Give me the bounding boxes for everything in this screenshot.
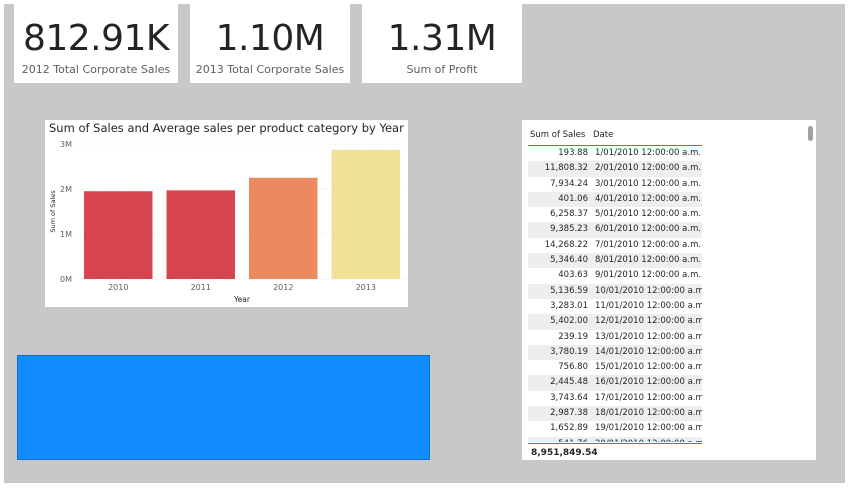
y-tick-label: 3M: [60, 140, 72, 149]
sales-by-year-chart[interactable]: 0M 1M 2M 3M 2010 2011 2012 2013 Year Sum of Sales…: [45, 120, 408, 307]
cell-sum-of-sales: 3,283.01: [550, 300, 588, 311]
x-axis-title: Year: [233, 295, 251, 304]
cell-date: 1/01/2010 12:00:00 a.m.: [595, 148, 702, 158]
card-sum-of-profit[interactable]: 1.31M Sum of Profit: [362, 4, 522, 83]
table-row[interactable]: 193.88 1/01/2010 12:00:00 a.m.: [528, 146, 702, 161]
chart-svg: 0M 1M 2M 3M 2010 2011 2012 2013 Year Sum of Sales: [49, 140, 407, 304]
table-row[interactable]: 11,808.32 2/01/2010 12:00:00 a.m.: [528, 161, 702, 177]
cell-sum-of-sales: 5,402.00: [550, 316, 588, 327]
cell-sum-of-sales: 14,268.22: [544, 239, 588, 250]
table-header: Sum of Sales Date: [528, 126, 702, 146]
card-value: 812.91K: [22, 18, 170, 59]
cell-sum-of-sales: 403.63: [558, 270, 588, 281]
cell-date: 5/01/2010 12:00:00 a.m.: [595, 209, 702, 220]
blue-rectangle-shape[interactable]: [17, 355, 430, 460]
card-label: Sum of Profit: [406, 63, 478, 76]
x-tick-label: 2012: [273, 283, 293, 292]
table-row[interactable]: 239.19 13/01/2010 12:00:00 a.m.: [528, 330, 702, 345]
cell-date: 16/01/2010 12:00:00 a.m.: [595, 377, 702, 388]
table-row[interactable]: 3,283.01 11/01/2010 12:00:00 a.m.: [528, 299, 702, 314]
x-tick-label: 2011: [191, 283, 211, 292]
cell-sum-of-sales: 239.19: [558, 331, 588, 342]
cell-date: 14/01/2010 12:00:00 a.m.: [595, 346, 702, 357]
y-tick-label: 0M: [60, 275, 72, 284]
cell-date: 12/01/2010 12:00:00 a.m.: [595, 316, 702, 327]
report-canvas: 812.91K 2012 Total Corporate Sales 1.10M…: [4, 4, 845, 483]
cell-sum-of-sales: 541.76: [558, 439, 588, 442]
cell-sum-of-sales: 5,346.40: [550, 255, 588, 266]
card-label: 2012 Total Corporate Sales: [21, 63, 171, 76]
sales-by-date-table[interactable]: Sum of Sales Date 193.88 1/01/2010 12:00:…: [522, 120, 816, 460]
table-row[interactable]: 3,743.64 17/01/2010 12:00:00 a.m.: [528, 391, 702, 406]
cell-date: 18/01/2010 12:00:00 a.m.: [595, 408, 702, 419]
cell-date: 9/01/2010 12:00:00 a.m.: [595, 270, 702, 281]
table-row[interactable]: 403.63 9/01/2010 12:00:00 a.m.: [528, 268, 702, 283]
table-row[interactable]: 2,445.48 16/01/2010 12:00:00 a.m.: [528, 375, 702, 391]
column-header-date[interactable]: Date: [593, 130, 614, 140]
total-divider: [528, 443, 702, 444]
cell-date: 10/01/2010 12:00:00 a.m.: [595, 285, 702, 296]
x-tick-label: 2010: [108, 283, 128, 292]
cell-sum-of-sales: 1,652.89: [550, 423, 588, 434]
table-row[interactable]: 401.06 4/01/2010 12:00:00 a.m.: [528, 191, 702, 208]
card-value: 1.31M: [387, 18, 497, 59]
cell-date: 11/01/2010 12:00:00 a.m.: [595, 300, 702, 311]
cell-sum-of-sales: 756.80: [558, 362, 588, 373]
card-2012-corporate-sales[interactable]: 812.91K 2012 Total Corporate Sales: [14, 4, 178, 83]
cell-date: 2/01/2010 12:00:00 a.m.: [595, 163, 702, 174]
table-row[interactable]: 5,402.00 12/01/2010 12:00:00 a.m.: [528, 314, 702, 330]
cell-sum-of-sales: 9,385.23: [550, 224, 588, 235]
card-2013-corporate-sales[interactable]: 1.10M 2013 Total Corporate Sales: [190, 4, 350, 83]
cell-sum-of-sales: 3,780.19: [550, 346, 588, 357]
cell-date: 15/01/2010 12:00:00 a.m.: [595, 362, 702, 373]
y-tick-label: 2M: [60, 185, 72, 194]
cell-date: 7/01/2010 12:00:00 a.m.: [595, 239, 702, 250]
table-row[interactable]: 6,258.37 5/01/2010 12:00:00 a.m.: [528, 207, 702, 222]
card-label: 2013 Total Corporate Sales: [195, 63, 345, 76]
table-row[interactable]: 3,780.19 14/01/2010 12:00:00 a.m.: [528, 344, 702, 361]
bar-2013[interactable]: [331, 149, 400, 279]
cell-sum-of-sales: 2,987.38: [550, 408, 588, 419]
cell-date: 20/01/2010 12:00:00 a.m.: [595, 439, 702, 442]
cell-date: 4/01/2010 12:00:00 a.m.: [595, 193, 702, 204]
x-tick-label: 2013: [356, 283, 376, 292]
cell-sum-of-sales: 6,258.37: [550, 209, 588, 220]
table-row[interactable]: 14,268.22 7/01/2010 12:00:00 a.m.: [528, 238, 702, 253]
cell-sum-of-sales: 11,808.32: [544, 163, 588, 174]
table-body: 193.88 1/01/2010 12:00:00 a.m. 11,808.32 2/…: [528, 146, 702, 442]
table-row[interactable]: 1,652.89 19/01/2010 12:00:00 a.m.: [528, 421, 702, 436]
table-row[interactable]: 756.80 15/01/2010 12:00:00 a.m.: [528, 360, 702, 375]
bar-2012[interactable]: [249, 177, 318, 279]
column-header-sum-of-sales[interactable]: Sum of Sales: [530, 130, 586, 140]
table-row[interactable]: 2,987.38 18/01/2010 12:00:00 a.m.: [528, 406, 702, 422]
card-value: 1.10M: [215, 18, 325, 59]
y-tick-label: 1M: [60, 230, 72, 239]
cell-sum-of-sales: 193.88: [558, 148, 588, 158]
table-row[interactable]: 541.76 20/01/2010 12:00:00 a.m.: [528, 436, 702, 442]
cell-date: 19/01/2010 12:00:00 a.m.: [595, 423, 702, 434]
bar-2011[interactable]: [166, 190, 235, 279]
table-scrollbar[interactable]: [807, 125, 814, 445]
cell-sum-of-sales: 2,445.48: [550, 377, 588, 388]
cell-date: 17/01/2010 12:00:00 a.m.: [595, 392, 702, 403]
cell-sum-of-sales: 401.06: [558, 193, 588, 204]
cell-sum-of-sales: 5,136.59: [550, 285, 588, 296]
cell-date: 3/01/2010 12:00:00 a.m.: [595, 178, 702, 189]
table-row[interactable]: 5,346.40 8/01/2010 12:00:00 a.m.: [528, 253, 702, 269]
chart-title: Sum of Sales and Average sales per produ…: [49, 121, 404, 135]
table-total: 8,951,849.54: [531, 448, 598, 458]
scrollbar-thumb[interactable]: [808, 126, 813, 141]
table-row[interactable]: 5,136.59 10/01/2010 12:00:00 a.m.: [528, 283, 702, 299]
cell-date: 6/01/2010 12:00:00 a.m.: [595, 224, 702, 235]
y-axis-title: Sum of Sales: [49, 190, 57, 233]
bar-2010[interactable]: [84, 191, 153, 279]
cell-sum-of-sales: 3,743.64: [550, 392, 588, 403]
cell-date: 8/01/2010 12:00:00 a.m.: [595, 255, 702, 266]
cell-date: 13/01/2010 12:00:00 a.m.: [595, 331, 702, 342]
cell-sum-of-sales: 7,934.24: [550, 178, 588, 189]
table-row[interactable]: 9,385.23 6/01/2010 12:00:00 a.m.: [528, 222, 702, 238]
table-row[interactable]: 7,934.24 3/01/2010 12:00:00 a.m.: [528, 177, 702, 192]
